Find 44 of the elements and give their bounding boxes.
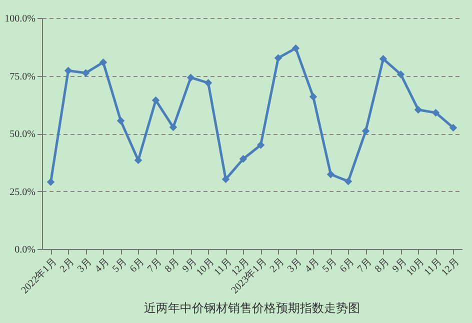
point xyxy=(116,116,125,125)
x-tick-label: 2月 xyxy=(58,256,77,275)
point xyxy=(274,54,282,62)
x-tick-label: 7月 xyxy=(146,256,164,275)
point xyxy=(256,141,265,149)
x-tick-label: 6月 xyxy=(338,256,357,275)
point xyxy=(449,124,458,132)
y-tick-label: 100.0% xyxy=(4,14,36,24)
point xyxy=(99,58,108,66)
point xyxy=(396,70,405,78)
point xyxy=(362,127,370,135)
point xyxy=(309,92,318,101)
x-tick-label: 2月 xyxy=(268,256,287,275)
x-tick-label: 5月 xyxy=(320,256,340,275)
point xyxy=(46,178,55,186)
x-tick-label: 5月 xyxy=(110,256,130,275)
y-tick-label: 25.0% xyxy=(10,186,36,198)
x-tick-label: 3月 xyxy=(76,256,94,275)
x-tick-label: 7月 xyxy=(356,256,374,275)
x-tick-label: 8月 xyxy=(163,256,182,275)
point xyxy=(152,96,160,104)
point xyxy=(222,175,230,184)
y-tick-label: 50.0% xyxy=(10,129,36,140)
point xyxy=(64,66,72,75)
point xyxy=(414,106,422,114)
x-tick-label: 12月 xyxy=(440,256,462,278)
point xyxy=(379,55,388,63)
point xyxy=(186,74,195,82)
point xyxy=(169,123,178,132)
point xyxy=(292,44,300,52)
x-tick-label: 6月 xyxy=(128,256,147,275)
point xyxy=(432,108,440,117)
point xyxy=(204,79,212,87)
x-tick-label: 4月 xyxy=(303,256,322,275)
x-tick-label: 3月 xyxy=(286,256,304,275)
x-tick-label: 8月 xyxy=(373,256,392,275)
point xyxy=(239,155,248,163)
text: 近两年中价钢材销售价格预期指数走势图 xyxy=(144,300,360,315)
y-tick-label: 0.0% xyxy=(14,244,36,256)
point xyxy=(344,177,352,186)
x-tick-label: 4月 xyxy=(93,256,112,275)
point xyxy=(82,69,90,77)
point xyxy=(326,170,335,178)
y-tick-label: 75.0% xyxy=(10,71,36,82)
